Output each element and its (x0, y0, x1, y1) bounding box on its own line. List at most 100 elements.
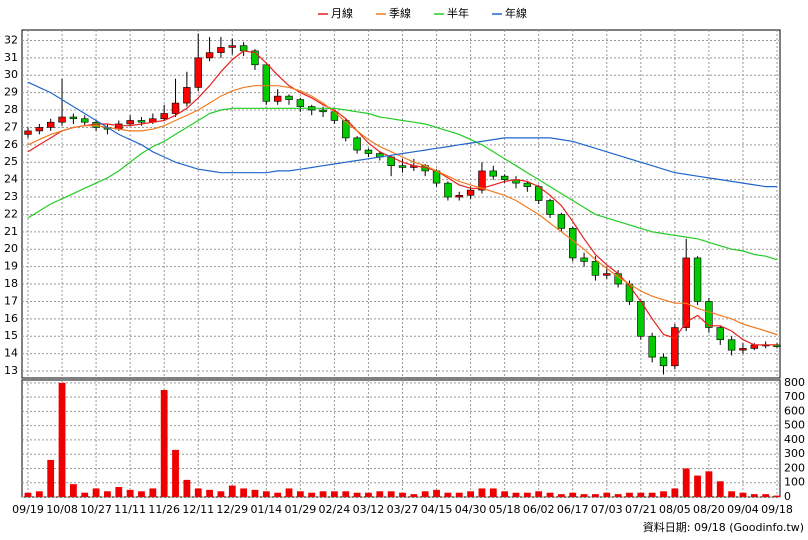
y-tick-label: 17 (4, 294, 18, 307)
volume-bar (489, 488, 497, 497)
x-tick-label: 07/03 (591, 503, 623, 516)
y-tick-label: 15 (4, 329, 18, 342)
y-tick-label: 28 (4, 103, 18, 116)
volume-bar (478, 488, 486, 497)
candle-body (46, 121, 55, 128)
y-tick-label: 18 (4, 277, 18, 290)
y-tick-label: 29 (4, 86, 18, 99)
volume-bar (739, 492, 747, 497)
y-tick-label: 16 (4, 312, 18, 325)
x-tick-label: 05/18 (489, 503, 521, 516)
x-tick-label: 02/24 (319, 503, 351, 516)
y2-tick-label: 400 (784, 433, 805, 446)
volume-bar (69, 484, 77, 497)
volume-bar (433, 489, 440, 497)
ma-line (27, 50, 777, 346)
candle-body (455, 195, 463, 198)
volume-bar (183, 479, 191, 497)
volume-bar (138, 491, 145, 497)
volume-bar (512, 492, 520, 497)
x-tick-label: 09/18 (761, 503, 793, 516)
volume-bar (660, 491, 667, 497)
candle-body (262, 64, 271, 102)
volume-bar (523, 492, 531, 497)
candle-body (648, 335, 656, 358)
candle-body (489, 170, 497, 177)
ma-line (27, 85, 778, 336)
volume-bar (750, 494, 758, 497)
volume-bar (160, 389, 168, 497)
candle-body (81, 118, 89, 123)
volume-bar (773, 495, 781, 497)
candle-body (183, 87, 191, 104)
volume-bar (24, 492, 32, 497)
volume-bar (387, 491, 395, 497)
candle-body (160, 113, 168, 120)
volume-bar (115, 487, 123, 497)
price-pane (21, 29, 781, 379)
volume-bar (319, 491, 327, 497)
volume-bar (535, 491, 543, 497)
x-tick-label: 06/17 (557, 503, 589, 516)
candle-body (739, 348, 747, 351)
volume-bar (149, 488, 157, 497)
y-tick-label: 26 (4, 138, 18, 151)
candle-body (500, 175, 509, 180)
candle-body (24, 130, 32, 135)
x-tick-label: 09/04 (727, 503, 759, 516)
candle-body (171, 102, 180, 114)
volume-bar (671, 488, 679, 497)
x-tick-label: 09/19 (12, 503, 44, 516)
candle-body (727, 339, 736, 351)
candle-body (671, 327, 679, 367)
legend-label: 季線 (389, 6, 411, 20)
footnote: 資料日期: 09/18 (Goodinfo.tw) (643, 520, 804, 534)
candle-body (228, 45, 236, 48)
volume-bar (614, 494, 622, 497)
candle-body (69, 116, 78, 120)
x-tick-label: 10/08 (46, 503, 78, 516)
y2-tick-label: 500 (784, 419, 805, 432)
volume-bar (58, 382, 66, 497)
volume-bar (421, 491, 429, 497)
x-tick-label: 12/11 (182, 503, 214, 516)
candle-body (353, 137, 361, 151)
ma-line (27, 81, 777, 188)
volume-bar (728, 491, 736, 497)
y-tick-label: 25 (4, 155, 18, 168)
y-tick-label: 32 (4, 33, 18, 46)
x-tick-label: 08/20 (693, 503, 725, 516)
volume-bar (455, 492, 463, 497)
candle-body (35, 127, 44, 132)
y2-tick-label: 300 (784, 447, 805, 460)
volume-bar (592, 494, 599, 497)
volume-bar (716, 481, 724, 497)
volume-bar (557, 494, 565, 497)
y-tick-label: 21 (4, 225, 18, 238)
x-tick-label: 04/30 (455, 503, 487, 516)
volume-bar (501, 491, 509, 497)
candle-body (546, 200, 554, 215)
y-tick-label: 13 (4, 364, 18, 377)
x-tick-label: 01/14 (250, 503, 282, 516)
candle-body (557, 214, 566, 229)
x-tick-label: 01/29 (285, 503, 317, 516)
candle-body (591, 261, 600, 276)
volume-bar (376, 491, 384, 497)
candle-body (205, 52, 214, 59)
volume-bar (262, 491, 270, 497)
volume-bar (331, 491, 338, 497)
volume-bar (353, 492, 361, 497)
volume-bar (580, 494, 588, 497)
y-tick-label: 19 (4, 260, 18, 273)
x-tick-label: 03/27 (387, 503, 419, 516)
volume-bar (569, 492, 577, 497)
candle-body (296, 99, 305, 107)
candle-body (637, 301, 645, 337)
candle-body (342, 120, 350, 139)
y-tick-label: 22 (4, 207, 18, 220)
candle-body (478, 170, 486, 191)
legend-label: 年線 (505, 6, 527, 20)
volume-bar (126, 489, 134, 497)
